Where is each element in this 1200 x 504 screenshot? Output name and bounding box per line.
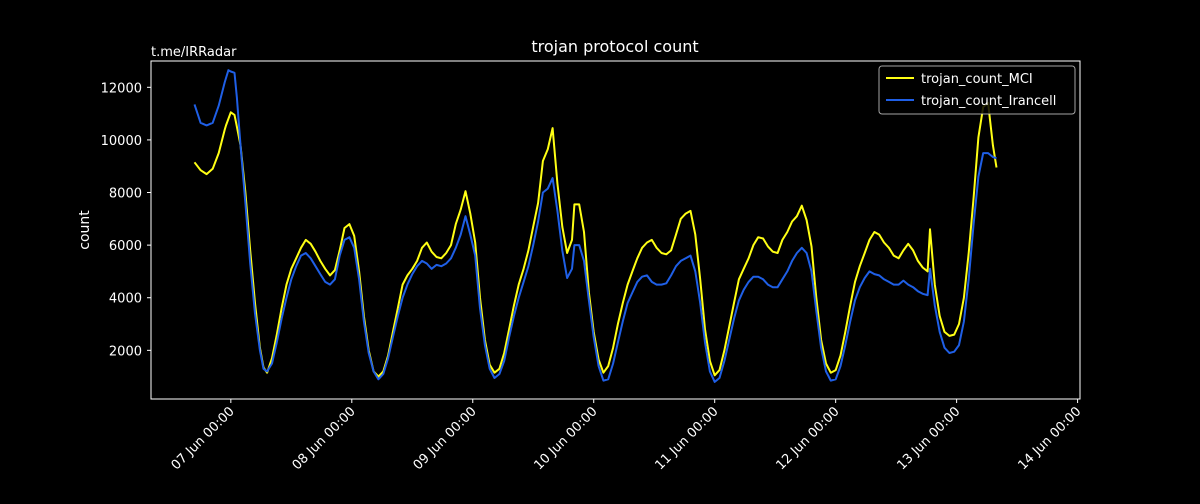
legend-label-irancell: trojan_count_Irancell — [921, 94, 1056, 109]
series-layer — [193, 69, 998, 383]
y-tick-label: 8000 — [109, 187, 142, 202]
y-tick-label: 2000 — [109, 344, 142, 359]
y-tick-label: 12000 — [101, 81, 142, 96]
plot-frame — [150, 60, 1081, 400]
y-tick-label: 10000 — [101, 134, 142, 149]
watermark-text: t.me/IRRadar — [151, 45, 237, 60]
y-tick-label: 6000 — [109, 239, 142, 254]
legend-label-mci: trojan_count_MCI — [921, 72, 1033, 87]
y-axis-label: count — [77, 210, 93, 250]
legend-box — [878, 65, 1076, 115]
series-line-irancell — [193, 69, 997, 383]
y-tick-label: 4000 — [109, 292, 142, 307]
chart-title: trojan protocol count — [531, 37, 698, 56]
legend[interactable]: trojan_count_MCI trojan_count_Irancell — [878, 65, 1076, 115]
